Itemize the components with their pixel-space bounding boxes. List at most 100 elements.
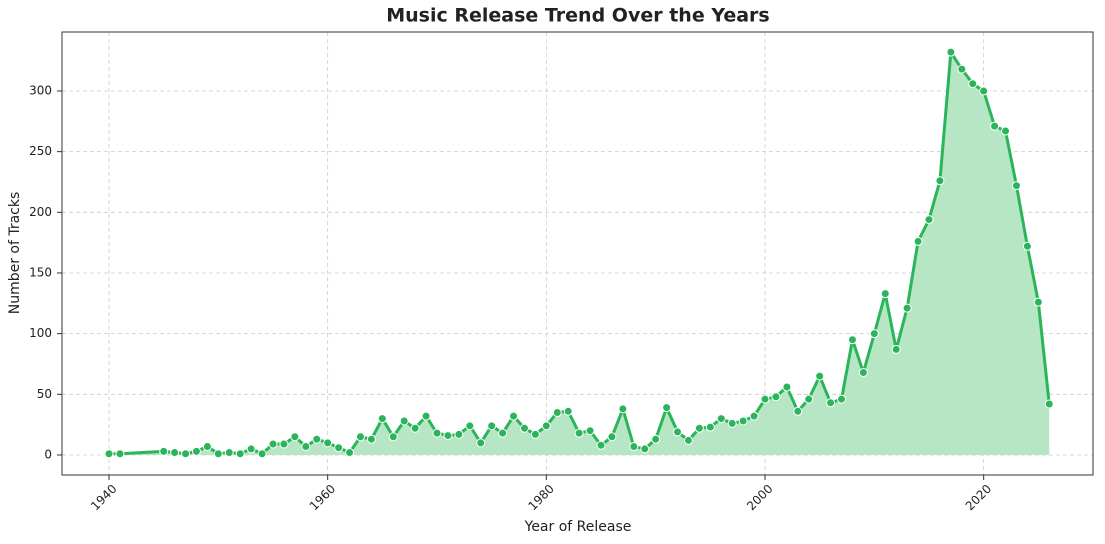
point	[530, 429, 540, 439]
point	[651, 434, 661, 444]
point	[246, 444, 256, 454]
point	[366, 434, 376, 444]
y-tick-label: 100	[29, 326, 52, 340]
point	[202, 441, 212, 451]
point	[858, 367, 868, 377]
y-axis-label: Number of Tracks	[7, 192, 23, 315]
point	[738, 416, 748, 426]
point	[377, 414, 387, 424]
point	[968, 79, 978, 89]
point	[771, 392, 781, 402]
y-tick-label: 200	[29, 205, 52, 219]
point	[421, 411, 431, 421]
point	[760, 394, 770, 404]
point	[913, 236, 923, 246]
point	[596, 440, 606, 450]
point	[432, 428, 442, 438]
y-tick-label: 150	[29, 265, 52, 279]
x-tick-label: 1960	[307, 482, 338, 513]
point	[629, 441, 639, 451]
point	[498, 428, 508, 438]
point	[574, 428, 584, 438]
point	[716, 414, 726, 424]
point	[1044, 399, 1054, 409]
point	[727, 418, 737, 428]
point	[673, 427, 683, 437]
point	[388, 432, 398, 442]
chart-title: Music Release Trend Over the Years	[386, 5, 769, 27]
point	[399, 416, 409, 426]
point	[519, 423, 529, 433]
point	[804, 394, 814, 404]
point	[257, 449, 267, 459]
point	[618, 404, 628, 414]
point	[1011, 181, 1021, 191]
point	[891, 344, 901, 354]
point	[191, 446, 201, 456]
point	[990, 121, 1000, 131]
point	[170, 448, 180, 458]
point	[345, 448, 355, 458]
point	[924, 215, 934, 225]
point	[847, 335, 857, 345]
point	[946, 47, 956, 57]
point	[213, 449, 223, 459]
point	[1001, 126, 1011, 136]
point	[1022, 241, 1032, 251]
point	[640, 444, 650, 454]
x-tick-label: 1980	[525, 482, 556, 513]
point	[1033, 297, 1043, 307]
point	[869, 329, 879, 339]
y-tick-label: 300	[29, 83, 52, 97]
point	[902, 303, 912, 313]
point	[541, 421, 551, 431]
point	[476, 438, 486, 448]
point	[552, 408, 562, 418]
point	[181, 449, 191, 459]
point	[979, 86, 989, 96]
point	[235, 449, 245, 459]
point	[312, 434, 322, 444]
point	[301, 441, 311, 451]
x-tick-label: 2020	[963, 482, 994, 513]
point	[815, 371, 825, 381]
point	[957, 64, 967, 74]
point	[104, 449, 114, 459]
point	[826, 398, 836, 408]
point	[837, 394, 847, 404]
area	[109, 52, 1050, 455]
point	[782, 382, 792, 392]
y-tick-label: 0	[44, 447, 52, 461]
point	[443, 431, 453, 441]
point	[334, 443, 344, 453]
point	[487, 421, 497, 431]
point	[224, 448, 234, 458]
point	[279, 439, 289, 449]
point	[694, 423, 704, 433]
y-tick-label: 50	[37, 387, 52, 401]
point	[454, 429, 464, 439]
point	[159, 446, 169, 456]
point	[268, 439, 278, 449]
point	[880, 289, 890, 299]
point	[705, 422, 715, 432]
point	[115, 449, 125, 459]
point	[793, 406, 803, 416]
point	[465, 421, 475, 431]
plot	[104, 47, 1054, 459]
point	[683, 435, 693, 445]
x-tick-label: 1940	[88, 482, 119, 513]
point	[749, 411, 759, 421]
point	[323, 438, 333, 448]
x-axis-label: Year of Release	[524, 519, 632, 535]
x-tick-label: 2000	[744, 482, 775, 513]
point	[410, 423, 420, 433]
plot-frame	[61, 31, 1094, 476]
point	[509, 411, 519, 421]
point	[563, 406, 573, 416]
point	[662, 403, 672, 413]
point	[355, 432, 365, 442]
point	[290, 432, 300, 442]
